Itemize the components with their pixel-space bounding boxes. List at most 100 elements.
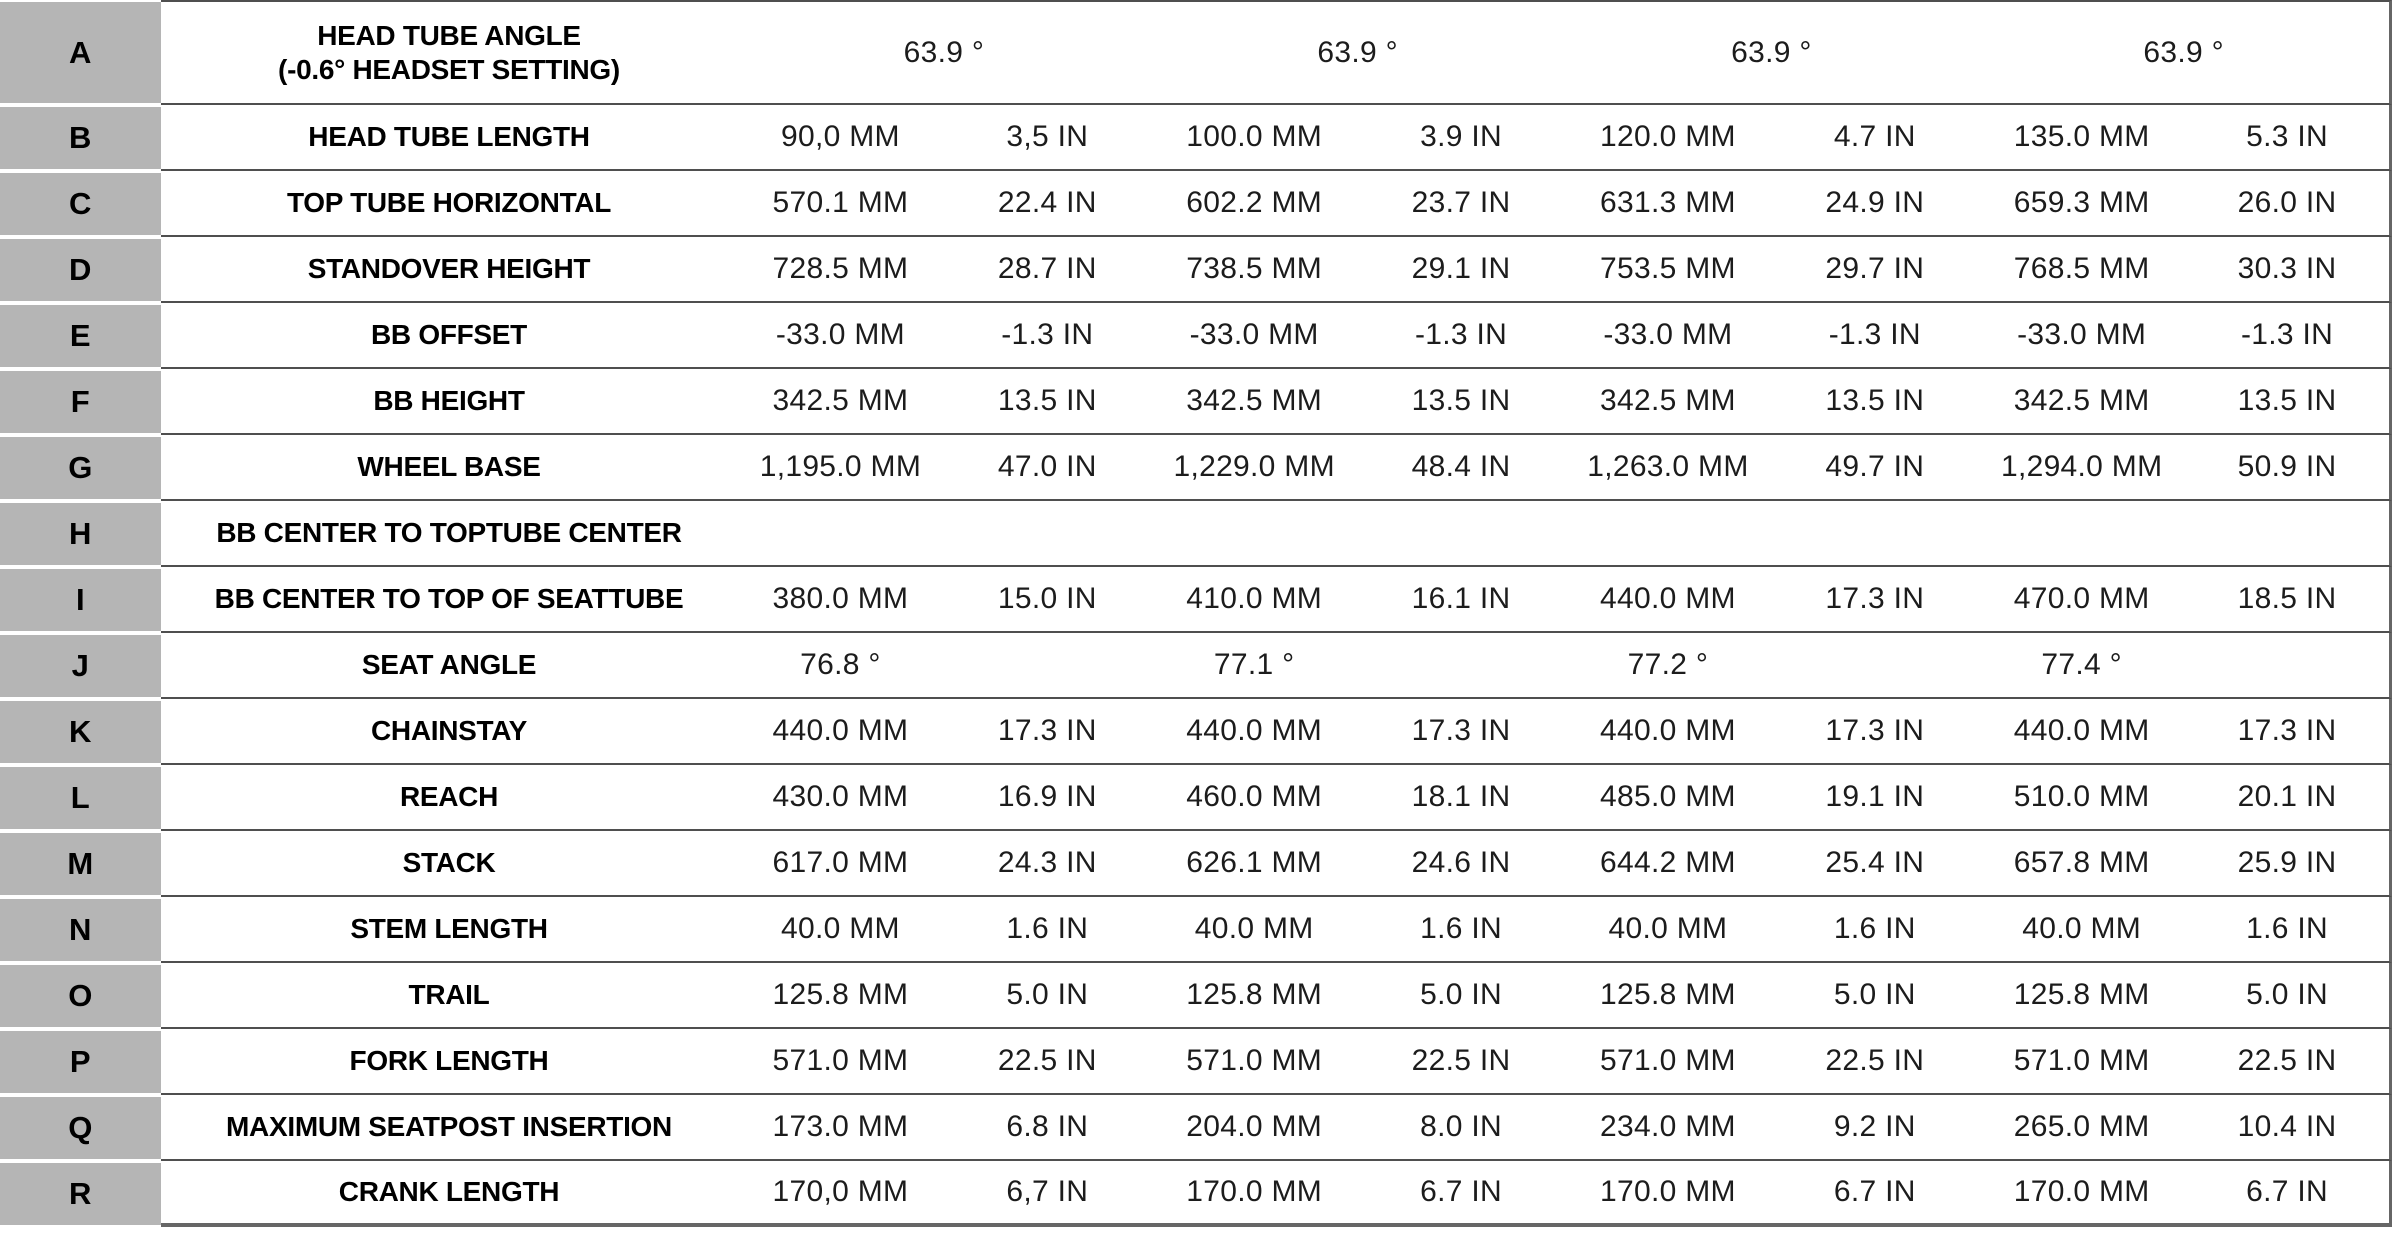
table-row: F BB HEIGHT 342.5 MM 13.5 IN 342.5 MM 13.5 IN… [0,369,2392,435]
value-cell: 28.7 IN [943,237,1151,303]
value-cell: 15.0 IN [943,567,1151,633]
row-label-line1: FORK LENGTH [349,1045,549,1077]
row-letter: B [0,105,161,171]
row-label: BB HEIGHT [161,369,737,435]
row-label-line1: HEAD TUBE ANGLE [317,20,581,52]
row-label: STANDOVER HEIGHT [161,237,737,303]
value-cell: 63.9 ° [1564,0,1979,105]
value-cell: 1,229.0 MM [1150,435,1358,501]
table-row: J SEAT ANGLE 76.8 ° 77.1 ° 77.2 ° 77.4 ° [0,633,2392,699]
value-cell: 1,263.0 MM [1564,435,1772,501]
value-cell: 3.9 IN [1357,105,1565,171]
value-cell: 430.0 MM [737,765,944,831]
value-cell: 170,0 MM [737,1161,944,1227]
value-cell [1771,501,1979,567]
value-cell: 460.0 MM [1150,765,1358,831]
value-cell: 29.1 IN [1357,237,1565,303]
value-cell [2185,501,2392,567]
value-cell: 135.0 MM [1978,105,2186,171]
value-cell [737,501,944,567]
row-label-line1: CHAINSTAY [371,715,527,747]
table-row: Q MAXIMUM SEATPOST INSERTION 173.0 MM 6.8 I… [0,1095,2392,1161]
value-cell: 410.0 MM [1150,567,1358,633]
value-cell: 18.1 IN [1357,765,1565,831]
value-cell: 120.0 MM [1564,105,1772,171]
value-cell: 657.8 MM [1978,831,2186,897]
row-letter: O [0,963,161,1029]
table-row: P FORK LENGTH 571.0 MM 22.5 IN 571.0 MM 22.5 … [0,1029,2392,1095]
value-cell: 26.0 IN [2185,171,2392,237]
value-cell: 125.8 MM [737,963,944,1029]
table-row: I BB CENTER TO TOP OF SEATTUBE 380.0 MM 15.… [0,567,2392,633]
table-row: E BB OFFSET -33.0 MM -1.3 IN -33.0 MM -1.3 IN… [0,303,2392,369]
table-row: R CRANK LENGTH 170,0 MM 6,7 IN 170.0 MM 6.7 I… [0,1161,2392,1227]
value-cell: -1.3 IN [2185,303,2392,369]
value-cell: 40.0 MM [1564,897,1772,963]
row-letter: F [0,369,161,435]
row-label-line1: STEM LENGTH [350,913,548,945]
row-letter: P [0,1029,161,1095]
row-label-line1: STANDOVER HEIGHT [307,253,591,285]
value-cell: -33.0 MM [1150,303,1358,369]
value-cell [1564,501,1772,567]
value-cell: 1,195.0 MM [737,435,944,501]
value-cell: 265.0 MM [1978,1095,2186,1161]
value-cell: 17.3 IN [1771,699,1979,765]
value-cell: -1.3 IN [1771,303,1979,369]
value-cell [943,633,1151,699]
value-cell: 3,5 IN [943,105,1151,171]
value-cell: 440.0 MM [737,699,944,765]
value-cell: -1.3 IN [1357,303,1565,369]
value-cell [943,501,1151,567]
value-cell: 30.3 IN [2185,237,2392,303]
row-label: REACH [161,765,737,831]
row-label-line1: HEAD TUBE LENGTH [308,121,590,153]
value-cell: 6,7 IN [943,1161,1151,1227]
row-label-line1: MAXIMUM SEATPOST INSERTION [226,1111,672,1143]
value-cell: 77.4 ° [1978,633,2186,699]
value-cell: 20.1 IN [2185,765,2392,831]
row-label: CRANK LENGTH [161,1161,737,1227]
value-cell [1978,501,2186,567]
value-cell: 63.9 ° [1978,0,2392,105]
row-letter: E [0,303,161,369]
value-cell: 40.0 MM [737,897,944,963]
row-label: FORK LENGTH [161,1029,737,1095]
value-cell: 24.9 IN [1771,171,1979,237]
value-cell: 571.0 MM [737,1029,944,1095]
value-cell: 63.9 ° [737,0,1151,105]
table-row: L REACH 430.0 MM 16.9 IN 460.0 MM 18.1 IN 485.… [0,765,2392,831]
row-letter: N [0,897,161,963]
value-cell: 342.5 MM [737,369,944,435]
value-cell: 5.0 IN [1357,963,1565,1029]
value-cell: 22.5 IN [943,1029,1151,1095]
value-cell: 1.6 IN [943,897,1151,963]
value-cell: 1.6 IN [1771,897,1979,963]
value-cell: 1.6 IN [1357,897,1565,963]
row-label: SEAT ANGLE [161,633,737,699]
value-cell: 90,0 MM [737,105,944,171]
value-cell: 768.5 MM [1978,237,2186,303]
value-cell: 77.2 ° [1564,633,1772,699]
value-cell: 50.9 IN [2185,435,2392,501]
row-letter: D [0,237,161,303]
value-cell: 13.5 IN [1771,369,1979,435]
row-label: STACK [161,831,737,897]
row-letter: Q [0,1095,161,1161]
row-letter: M [0,831,161,897]
value-cell: 617.0 MM [737,831,944,897]
value-cell: 510.0 MM [1978,765,2186,831]
value-cell: 77.1 ° [1150,633,1358,699]
value-cell: 342.5 MM [1978,369,2186,435]
value-cell [2185,633,2392,699]
row-label: STEM LENGTH [161,897,737,963]
row-letter: K [0,699,161,765]
value-cell: 5.3 IN [2185,105,2392,171]
value-cell: 10.4 IN [2185,1095,2392,1161]
value-cell: 602.2 MM [1150,171,1358,237]
table-row: N STEM LENGTH 40.0 MM 1.6 IN 40.0 MM 1.6 IN 40… [0,897,2392,963]
value-cell: 753.5 MM [1564,237,1772,303]
row-label-line1: CRANK LENGTH [338,1176,560,1208]
value-cell: 18.5 IN [2185,567,2392,633]
